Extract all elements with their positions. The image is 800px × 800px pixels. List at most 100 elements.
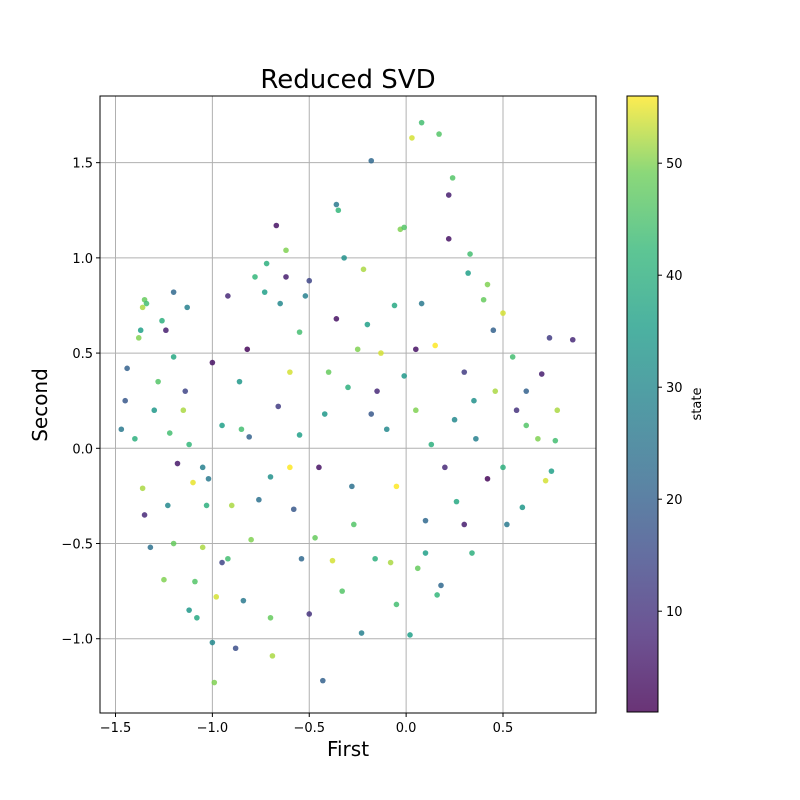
y-axis-ticks: −1.0 −0.5 0.0 0.5 1.0 1.5 [61, 157, 100, 648]
scatter-point [569, 336, 576, 343]
y-tick-label: −1.0 [61, 633, 93, 648]
scatter-point [523, 388, 530, 394]
scatter-point [351, 521, 357, 528]
scatter-point [283, 274, 289, 280]
scatter-point [484, 475, 491, 482]
scatter-point [368, 411, 375, 417]
scatter-point [211, 679, 218, 686]
scatter-point [155, 378, 161, 385]
scatter-point [225, 293, 231, 299]
scatter-point [422, 517, 429, 524]
scatter-point [500, 464, 506, 471]
scatter-point [205, 475, 212, 482]
scatter-point [312, 535, 318, 541]
scatter-point [413, 407, 419, 414]
scatter-point [306, 611, 313, 617]
scatter-point [232, 645, 239, 652]
scatter-point [170, 540, 177, 547]
scatter-point [552, 437, 559, 444]
scatter-point [267, 474, 274, 480]
grid-lines [100, 96, 596, 713]
scatter-point [165, 502, 171, 509]
scatter-point [471, 397, 477, 404]
scatter-point [302, 293, 309, 299]
scatter-point [445, 236, 452, 242]
scatter-point [199, 464, 206, 471]
scatter-point [118, 426, 125, 433]
scatter-point [538, 371, 545, 377]
y-tick-label: 1.0 [72, 252, 93, 267]
scatter-point [461, 521, 468, 528]
scatter-point [122, 397, 128, 404]
scatter-point [480, 296, 487, 303]
scatter-point [445, 192, 452, 198]
scatter-point [428, 441, 435, 448]
scatter-point [228, 502, 235, 509]
scatter-point [461, 369, 468, 375]
scatter-point [263, 260, 270, 267]
scatter-point [548, 468, 555, 474]
scatter-point [184, 304, 190, 311]
scatter-point [490, 327, 497, 334]
scatter-point [139, 304, 146, 311]
scatter-point [267, 614, 274, 621]
x-tick-label: 0.5 [493, 721, 514, 736]
colorbar-tick-label: 50 [666, 157, 683, 172]
scatter-point [542, 477, 549, 484]
scatter-point [236, 378, 243, 385]
scatter-point [449, 175, 456, 181]
scatter-point [186, 441, 192, 448]
scatter-point [225, 555, 231, 562]
plot-frame [99, 95, 597, 714]
scatter-point [269, 653, 276, 659]
scatter-point [374, 388, 380, 394]
scatter-point [354, 346, 361, 353]
scatter-point [523, 422, 530, 429]
scatter-point [166, 430, 173, 436]
scatter-points [118, 119, 576, 686]
x-axis-label: First [327, 737, 369, 761]
scatter-point [320, 677, 326, 684]
x-axis-ticks: −1.5 −1.0 −0.5 0.0 0.5 [100, 713, 514, 736]
scatter-point [335, 207, 342, 214]
scatter-point [325, 369, 332, 375]
scatter-point [473, 435, 479, 442]
scatter-point [513, 407, 520, 414]
scatter-point [213, 594, 220, 600]
scatter-point [275, 403, 282, 410]
scatter-point [306, 277, 313, 284]
scatter-point [383, 426, 390, 433]
scatter-point [238, 426, 245, 433]
scatter-point [321, 411, 328, 417]
scatter-point [341, 255, 347, 261]
scatter-point [248, 536, 254, 543]
scatter-point [287, 464, 293, 471]
scatter-point [414, 565, 421, 572]
scatter-point [296, 432, 303, 438]
scatter-point [219, 559, 225, 566]
scatter-point [151, 407, 158, 414]
scatter-point [401, 224, 407, 231]
scatter-point [387, 559, 394, 566]
y-tick-label: 0.5 [72, 347, 93, 362]
scatter-point [192, 578, 198, 585]
scatter-point [442, 464, 448, 471]
scatter-point [137, 327, 144, 334]
scatter-point [339, 588, 345, 594]
scatter-point [161, 576, 167, 583]
scatter-point [391, 302, 398, 309]
colorbar: 10 20 30 40 50 state [626, 95, 705, 713]
scatter-point [418, 300, 425, 307]
scatter-point [364, 321, 371, 328]
scatter-point [345, 384, 351, 391]
scatter-point [422, 550, 429, 556]
scatter-point [139, 485, 146, 492]
scatter-point [141, 512, 148, 518]
scatter-point [546, 335, 553, 341]
scatter-point [465, 270, 471, 276]
scatter-point [132, 435, 138, 442]
colorbar-tick-label: 30 [666, 381, 683, 396]
scatter-point [378, 350, 384, 356]
scatter-point [283, 247, 289, 254]
